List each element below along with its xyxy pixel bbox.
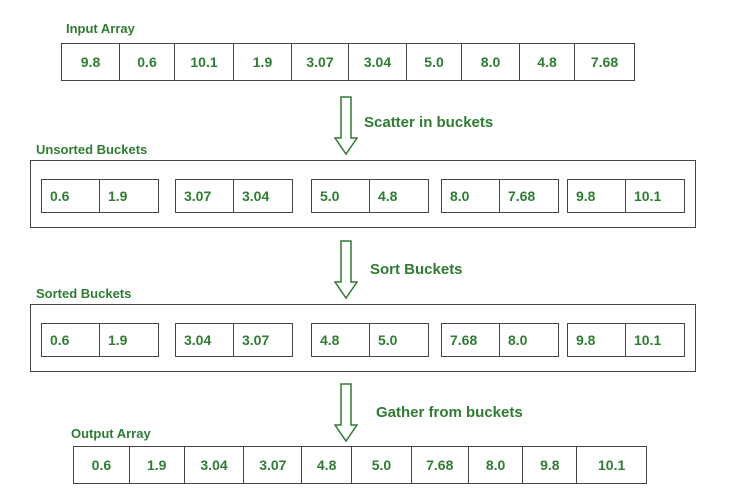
sort-step-label: Sort Buckets — [370, 261, 463, 278]
bucket-cell: 8.0 — [508, 332, 528, 348]
output-cell: 3.07 — [244, 447, 303, 483]
bucket: 5.0 4.8 — [311, 179, 429, 213]
input-cell: 7.68 — [590, 54, 619, 70]
bucket-cell: 7.68 — [442, 324, 500, 356]
bucket-cell: 3.07 — [242, 332, 270, 348]
input-cell: 0.6 — [120, 44, 175, 80]
bucket-cell: 1.9 — [108, 332, 128, 348]
bucket-cell: 1.9 — [108, 188, 128, 204]
bucket-cell: 10.1 — [634, 188, 662, 204]
input-cell: 9.8 — [62, 44, 120, 80]
output-cell: 10.1 — [598, 457, 626, 473]
gather-step-label: Gather from buckets — [376, 404, 523, 421]
bucket-cell: 4.8 — [312, 324, 370, 356]
down-arrow-icon — [334, 96, 358, 156]
bucket-cell: 3.07 — [176, 180, 234, 212]
bucket: 0.6 1.9 — [41, 323, 159, 357]
input-cell: 3.07 — [292, 44, 349, 80]
bucket-cell: 3.04 — [176, 324, 234, 356]
unsorted-buckets-panel: 0.6 1.9 3.07 3.04 5.0 4.8 8.0 7.68 9.8 1… — [30, 160, 696, 228]
input-cell: 5.0 — [407, 44, 462, 80]
bucket: 9.8 10.1 — [567, 323, 685, 357]
input-cell: 10.1 — [175, 44, 234, 80]
bucket: 9.8 10.1 — [567, 179, 685, 213]
output-cell: 4.8 — [302, 447, 353, 483]
unsorted-buckets-label: Unsorted Buckets — [36, 142, 148, 157]
bucket-cell: 5.0 — [378, 332, 398, 348]
bucket-cell: 0.6 — [42, 324, 100, 356]
output-cell: 3.04 — [185, 447, 245, 483]
bucket: 7.68 8.0 — [441, 323, 559, 357]
bucket-cell: 8.0 — [442, 180, 500, 212]
bucket-cell: 4.8 — [378, 188, 398, 204]
bucket-cell: 5.0 — [312, 180, 370, 212]
input-array-label: Input Array — [66, 21, 135, 36]
input-cell: 1.9 — [234, 44, 292, 80]
output-array: 0.6 1.9 3.04 3.07 4.8 5.0 7.68 8.0 9.8 1… — [73, 446, 647, 484]
input-cell: 8.0 — [462, 44, 520, 80]
output-cell: 1.9 — [130, 447, 185, 483]
sorted-buckets-label: Sorted Buckets — [36, 286, 132, 301]
sorted-buckets-panel: 0.6 1.9 3.04 3.07 4.8 5.0 7.68 8.0 9.8 1… — [30, 304, 696, 372]
input-array: 9.8 0.6 10.1 1.9 3.07 3.04 5.0 8.0 4.8 7… — [61, 43, 635, 81]
down-arrow-icon — [334, 383, 358, 443]
bucket-cell: 3.04 — [242, 188, 270, 204]
bucket-cell: 0.6 — [42, 180, 100, 212]
input-cell: 3.04 — [349, 44, 407, 80]
bucket: 0.6 1.9 — [41, 179, 159, 213]
bucket: 4.8 5.0 — [311, 323, 429, 357]
output-cell: 9.8 — [523, 447, 578, 483]
bucket-cell: 9.8 — [568, 180, 626, 212]
input-cell: 4.8 — [520, 44, 575, 80]
output-cell: 7.68 — [412, 447, 469, 483]
output-cell: 5.0 — [352, 447, 412, 483]
output-cell: 0.6 — [74, 447, 130, 483]
bucket-cell: 9.8 — [568, 324, 626, 356]
scatter-step-label: Scatter in buckets — [364, 114, 494, 131]
bucket: 3.04 3.07 — [175, 323, 293, 357]
down-arrow-icon — [334, 240, 358, 300]
bucket: 8.0 7.68 — [441, 179, 559, 213]
bucket-cell: 10.1 — [634, 332, 662, 348]
bucket-cell: 7.68 — [508, 188, 536, 204]
output-array-label: Output Array — [71, 426, 151, 441]
bucket: 3.07 3.04 — [175, 179, 293, 213]
output-cell: 8.0 — [469, 447, 524, 483]
